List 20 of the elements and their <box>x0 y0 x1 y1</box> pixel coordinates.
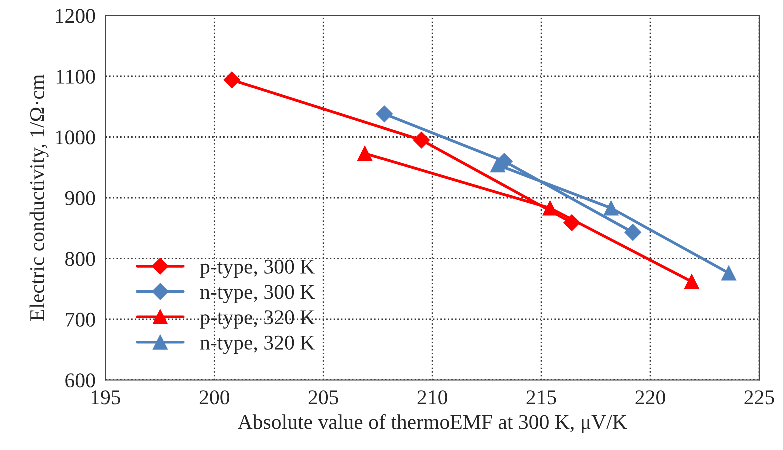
y-tick-label: 800 <box>66 252 96 266</box>
x-tick-label: 200 <box>200 390 230 405</box>
x-tick-label: 215 <box>526 390 556 405</box>
y-axis-title: Electric conductivity, 1/Ω·cm <box>30 74 49 322</box>
y-tick-label: 1200 <box>56 9 96 24</box>
legend-label: p-type, 300 K <box>200 260 315 278</box>
y-tick-label: 1000 <box>56 130 96 145</box>
y-tick-label: 600 <box>66 374 96 388</box>
x-tick-label: 195 <box>92 390 121 405</box>
y-tick-label: 700 <box>66 312 96 327</box>
x-axis-title: Absolute value of thermoEMF at 300 K, μV/K <box>238 414 628 434</box>
legend-label: p-type, 320 K <box>200 310 315 329</box>
legend-label: n-type, 320 K <box>200 336 315 354</box>
x-tick-label: 225 <box>744 390 774 405</box>
x-tick-label: 205 <box>308 390 338 405</box>
legend-label: n-type, 300 K <box>200 285 315 304</box>
y-tick-label: 900 <box>65 191 96 206</box>
x-tick-label: 220 <box>636 390 666 405</box>
y-tick-label: 1100 <box>56 70 96 84</box>
x-tick-label: 210 <box>418 390 448 405</box>
